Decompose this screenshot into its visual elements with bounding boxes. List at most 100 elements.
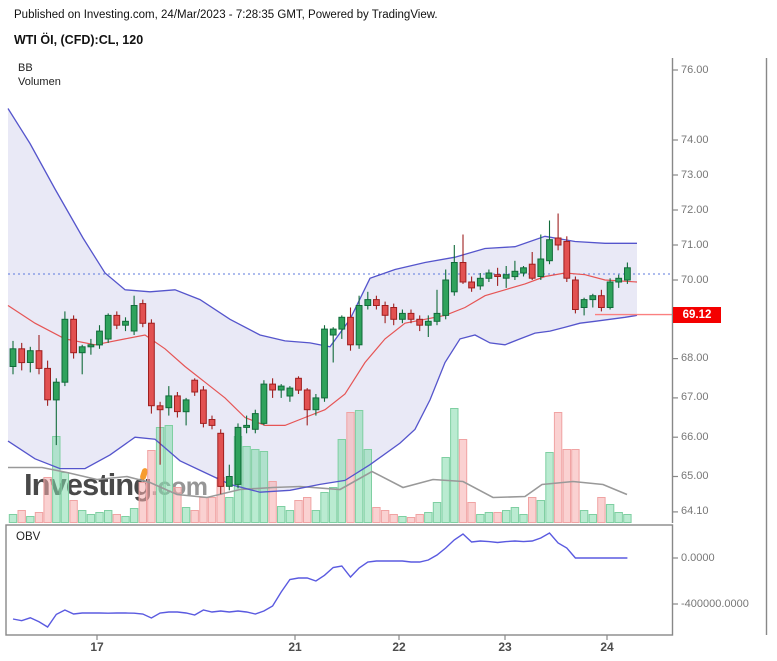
volume-bar <box>268 481 277 523</box>
volume-bar <box>450 408 459 523</box>
candle-body <box>260 383 268 424</box>
price-axis-label: 73.00 <box>681 168 709 181</box>
candle-body <box>537 258 545 277</box>
obv-line <box>12 532 628 628</box>
time-axis-label: 24 <box>600 640 614 654</box>
price-axis-label: 74.00 <box>681 133 709 146</box>
volume-bar <box>398 516 407 523</box>
candle-body <box>433 312 441 322</box>
candle-body <box>87 344 95 348</box>
candle-body <box>615 277 623 283</box>
price-axis-label: 67.00 <box>681 391 709 404</box>
candle-body <box>243 424 250 428</box>
volume-bar <box>34 512 44 523</box>
candle-body <box>26 350 34 364</box>
volume-ma-line <box>8 466 628 499</box>
price-axis-label: 70.00 <box>681 273 709 286</box>
candle-body <box>251 413 259 430</box>
volume-bar <box>86 514 96 523</box>
candle-body <box>234 426 242 485</box>
volume-bar <box>173 487 182 523</box>
candle-body <box>528 263 536 279</box>
candle-body <box>303 389 311 411</box>
volume-bar <box>441 457 450 523</box>
volume-bar <box>432 502 442 523</box>
candle-body <box>468 281 476 289</box>
candle-body <box>182 399 190 413</box>
candle-body <box>139 303 147 324</box>
candle-body <box>130 305 138 332</box>
volume-bar <box>303 497 312 523</box>
candle-body <box>174 395 181 413</box>
candle-body <box>364 299 372 307</box>
candle-body <box>269 383 277 391</box>
volume-bar <box>380 510 390 523</box>
candle-body <box>442 279 450 316</box>
price-axis-label: 71.00 <box>681 238 709 251</box>
candle-body <box>511 270 519 278</box>
volume-bar <box>104 510 113 523</box>
volume-bar <box>329 487 338 523</box>
candle-body <box>390 307 398 320</box>
volume-bar <box>8 514 18 523</box>
candle-body <box>18 348 26 364</box>
volume-bar <box>346 412 355 523</box>
candle-body <box>598 295 605 309</box>
volume-bar <box>467 502 476 523</box>
candle-body <box>485 272 493 279</box>
volume-bar <box>389 514 398 523</box>
volume-bar <box>95 512 104 523</box>
volume-bar <box>424 512 433 523</box>
candle-body <box>381 305 389 316</box>
volume-bar <box>121 516 130 523</box>
volume-bar <box>528 497 537 523</box>
volume-bar <box>545 452 554 523</box>
candle-body <box>44 367 52 401</box>
price-axis-label: 72.00 <box>681 203 709 216</box>
candle-body <box>286 387 294 397</box>
candle-body <box>520 267 527 274</box>
volume-bar <box>553 412 563 523</box>
volume-bar <box>562 449 571 523</box>
volume-bar <box>43 477 52 523</box>
price-axis-label: 65.00 <box>681 470 709 482</box>
current-price-badge: 69.12 <box>673 307 721 323</box>
candle-body <box>122 320 129 326</box>
candle-body <box>148 322 155 407</box>
volume-bar <box>605 504 615 523</box>
volume-bar <box>363 449 373 523</box>
volume-bar <box>311 510 321 523</box>
volume-bar <box>242 446 251 523</box>
volume-bar <box>614 512 623 523</box>
volume-bar <box>225 497 234 523</box>
candle-body <box>225 476 233 487</box>
candle-body <box>61 318 69 383</box>
candle-body <box>104 314 112 340</box>
candle-body <box>35 350 43 369</box>
volume-bar <box>285 510 295 523</box>
bb-band-line <box>7 314 638 493</box>
candle-body <box>217 432 225 487</box>
candle-body <box>52 381 60 401</box>
time-axis-label: 21 <box>288 640 302 654</box>
volume-bar <box>207 497 217 523</box>
candle-body <box>476 277 484 287</box>
volume-bar <box>251 449 260 523</box>
volume-bar <box>294 500 303 523</box>
volume-bar <box>277 506 286 523</box>
volume-bar <box>354 410 364 523</box>
volume-bar <box>510 507 520 523</box>
candle-body <box>373 299 380 307</box>
volume-bar <box>484 512 494 523</box>
candle-body <box>416 318 424 326</box>
volume-bar <box>493 512 502 523</box>
candle-body <box>494 274 502 278</box>
price-axis-label: 66.00 <box>681 430 709 443</box>
candle-body <box>191 379 199 393</box>
volume-bar <box>129 508 139 523</box>
volume-bar <box>52 436 61 523</box>
time-axis-label: 17 <box>90 640 104 654</box>
candle-body <box>347 316 354 346</box>
